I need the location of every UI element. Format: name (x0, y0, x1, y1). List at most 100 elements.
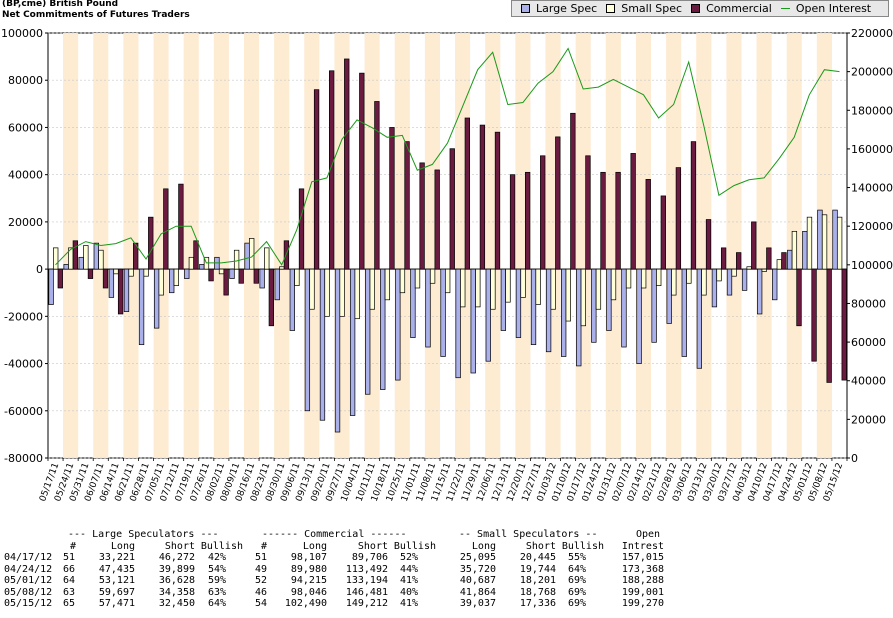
bar-small-spec (671, 268, 677, 296)
group-header: --- Large Speculators --- (68, 529, 219, 540)
table-cell: 35,720 (459, 563, 496, 575)
table-cell: 47,435 (98, 563, 135, 575)
legend-swatch (780, 8, 790, 9)
table-cell: 17,336 (519, 598, 556, 609)
bar-small-spec (128, 268, 134, 277)
table-cell: 98,107 (290, 552, 327, 563)
bar-commercial (645, 179, 651, 270)
bar-commercial (555, 136, 561, 270)
bar-small-spec (625, 268, 632, 289)
bar-commercial (570, 112, 576, 270)
bar-commercial (540, 155, 546, 270)
row-date: 05/08/12 (4, 586, 53, 598)
right-axis-tick: 80000 (851, 297, 886, 310)
left-axis-tick: -20000 (4, 310, 43, 323)
bar-small-spec (399, 268, 406, 294)
bar-commercial (133, 242, 139, 270)
chart-title: (BP,cme) British Pound (2, 0, 119, 9)
left-axis-tick: 100000 (1, 27, 43, 40)
table-cell: 39,037 (459, 598, 496, 609)
bar-small-spec (610, 268, 617, 301)
bar-large-spec (199, 264, 205, 270)
table-row: 04/17/12 51 33,221 46,272 42% 51 98,107 89,706 5… (0, 552, 893, 564)
column-header: # (69, 540, 76, 552)
bar-large-spec (244, 242, 250, 270)
legend-item-2: Commercial (691, 2, 772, 15)
bar-small-spec (791, 230, 798, 270)
bar-commercial (57, 268, 63, 289)
bar-commercial (600, 171, 606, 270)
table-cell: 39,899 (158, 563, 195, 575)
bar-large-spec (530, 268, 537, 346)
right-axis-tick: 200000 (851, 66, 893, 79)
bar-commercial (238, 268, 244, 284)
table-cell: 18,768 (519, 586, 556, 598)
bar-large-spec (93, 242, 99, 270)
legend-label: Commercial (706, 2, 772, 15)
row-date: 04/17/12 (4, 552, 53, 563)
table-cell: 102,490 (284, 598, 327, 609)
bar-commercial (796, 268, 802, 327)
bar-large-spec (274, 268, 280, 301)
bar-large-spec (696, 268, 702, 369)
column-header: # (260, 540, 267, 552)
bar-commercial (720, 247, 727, 270)
bar-commercial (736, 252, 742, 270)
bar-large-spec (349, 268, 356, 416)
bar-large-spec (108, 268, 115, 298)
bar-large-spec (455, 268, 461, 379)
table-column-header-row: # Long Short Bullish # Long Short Bullish Long Sh… (0, 541, 893, 553)
bar-large-spec (410, 268, 416, 338)
bar-commercial (615, 171, 621, 270)
bar-commercial (660, 195, 666, 270)
bar-small-spec (113, 268, 119, 275)
cot-table: --- Large Speculators --- ------ Commerci… (0, 529, 893, 610)
band (424, 33, 440, 458)
table-cell: 69% (567, 575, 586, 586)
bar-small-spec (294, 268, 300, 286)
bar-commercial (223, 268, 229, 296)
bar-large-spec (63, 264, 69, 270)
bar-commercial (87, 268, 94, 279)
bar-commercial (389, 127, 395, 270)
table-cell: 66 (62, 563, 75, 575)
table-cell: 20,445 (519, 552, 556, 563)
left-axis-tick: -80000 (4, 452, 43, 465)
bar-small-spec (384, 268, 391, 301)
legend-label: Small Spec (621, 2, 683, 15)
bar-commercial (163, 188, 169, 270)
bar-small-spec (339, 268, 345, 317)
table-cell: 113,492 (345, 563, 388, 575)
bar-small-spec (490, 268, 496, 310)
table-cell: 98,046 (290, 586, 327, 598)
bar-small-spec (98, 249, 104, 270)
bar-commercial (268, 268, 275, 327)
table-cell: 63% (207, 586, 226, 598)
bar-large-spec (787, 249, 793, 270)
bar-large-spec (138, 268, 145, 346)
column-header: Bullish (200, 540, 243, 552)
table-cell: 52 (254, 575, 267, 586)
bar-commercial (102, 268, 109, 289)
left-axis-tick: 80000 (8, 74, 43, 87)
table-row: 04/24/12 66 47,435 39,899 54% 49 89,980 113,492… (0, 564, 893, 576)
bar-small-spec (279, 266, 285, 270)
bar-large-spec (802, 230, 808, 270)
bar-large-spec (515, 268, 522, 338)
bar-large-spec (726, 268, 733, 296)
band (726, 33, 742, 458)
table-cell: 25,095 (459, 552, 496, 563)
column-header: Long (471, 540, 496, 552)
left-axis-tick: 40000 (8, 169, 43, 182)
band (756, 33, 772, 458)
bar-commercial (404, 141, 410, 270)
bar-small-spec (836, 216, 843, 270)
table-cell: 18,201 (519, 575, 556, 586)
bar-large-spec (169, 268, 175, 294)
table-cell: 69% (567, 586, 586, 598)
band (605, 33, 621, 458)
table-cell: 57,471 (98, 598, 135, 609)
bar-commercial (705, 219, 712, 270)
chart-subtitle: Net Commitments of Futures Traders (2, 10, 190, 20)
bar-large-spec (395, 268, 401, 381)
